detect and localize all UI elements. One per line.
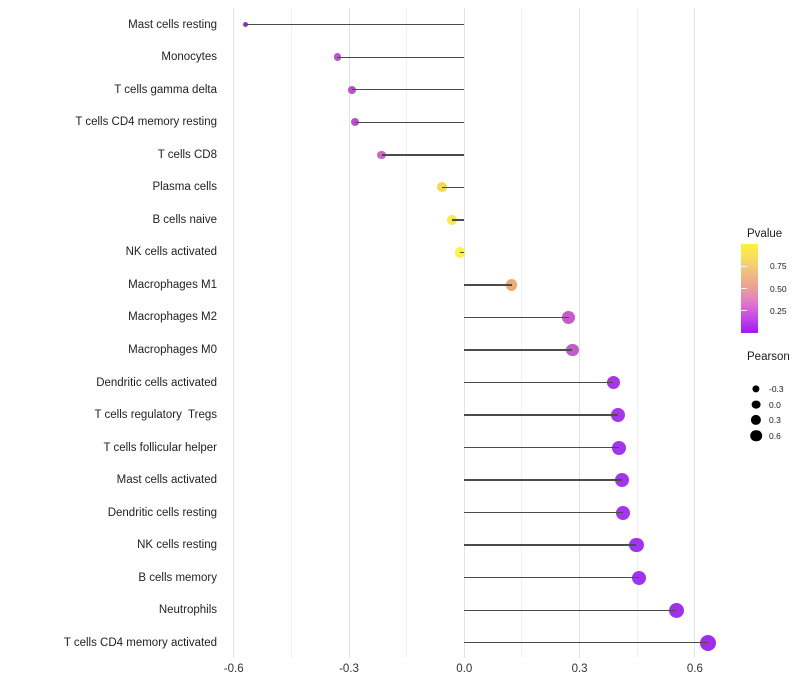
gridline-minor xyxy=(636,8,638,658)
category-label: Dendritic cells resting xyxy=(107,506,217,519)
category-label: Macrophages M1 xyxy=(128,278,217,291)
category-label: Dendritic cells activated xyxy=(96,376,217,389)
lollipop-stem xyxy=(459,251,465,254)
lollipop-dot xyxy=(631,570,647,585)
x-axis-tick-label: 0.6 xyxy=(686,663,703,675)
category-label: Neutrophils xyxy=(158,604,217,617)
gridline-major xyxy=(579,8,581,658)
lollipop-stem xyxy=(464,381,614,384)
lollipop-stem xyxy=(464,349,573,351)
gridline-minor xyxy=(521,8,523,658)
lollipop-dot xyxy=(668,602,685,618)
pearson-legend-dot xyxy=(751,400,761,409)
pearson-legend-label: -0.3 xyxy=(769,384,784,394)
pvalue-colorbar-tick xyxy=(741,310,747,312)
x-axis-tick-label: -0.3 xyxy=(339,663,359,675)
lollipop-dot xyxy=(606,375,621,390)
gridline-major xyxy=(233,8,235,658)
category-label: Macrophages M0 xyxy=(128,344,217,356)
gridline-minor xyxy=(290,8,292,658)
pearson-legend-label: 0.3 xyxy=(769,415,781,425)
pvalue-colorbar-tick-label: 0.75 xyxy=(770,261,787,272)
lollipop-stem xyxy=(464,642,709,644)
category-label: T cells regulatory Tregs xyxy=(94,409,217,422)
lollipop-dot xyxy=(700,634,717,651)
pvalue-colorbar-tick-label: 0.50 xyxy=(770,283,787,294)
lollipop-stem xyxy=(464,577,640,579)
pvalue-colorbar-tick xyxy=(741,265,747,267)
pearson-legend-dot xyxy=(750,429,762,442)
category-label: T cells CD4 memory resting xyxy=(75,116,217,129)
x-axis-tick-label: -0.6 xyxy=(223,663,244,675)
lollipop-dot xyxy=(377,150,386,160)
lollipop-stem xyxy=(464,316,569,319)
lollipop-dot xyxy=(615,473,630,488)
lollipop-stem xyxy=(381,154,465,156)
lollipop-stem xyxy=(464,446,620,449)
category-label: Monocytes xyxy=(161,51,217,64)
pearson-legend-label: 0.0 xyxy=(769,399,781,410)
gridline-minor xyxy=(406,8,408,658)
lollipop-dot xyxy=(348,85,356,94)
lollipop-stem xyxy=(464,479,623,481)
lollipop-dot xyxy=(333,53,342,61)
pearson-legend: Pearson -0.3 0.0 0.3 0.6 xyxy=(747,351,800,442)
lollipop-stem xyxy=(464,414,619,416)
gridline-major xyxy=(694,8,696,658)
lollipop-stem xyxy=(464,511,624,514)
gridline-major xyxy=(463,8,465,658)
pearson-legend-title: Pearson xyxy=(747,351,790,363)
pvalue-legend-title: Pvalue xyxy=(747,228,783,240)
pvalue-colorbar-tick-label: 0.25 xyxy=(770,305,787,316)
category-label: Mast cells activated xyxy=(116,474,217,487)
category-label: T cells CD8 xyxy=(157,148,217,161)
lollipop-stem xyxy=(464,544,637,546)
lollipop-dot xyxy=(612,440,627,455)
category-label: T cells CD4 memory activated xyxy=(63,636,217,649)
category-label: NK cells activated xyxy=(125,246,217,259)
category-label: B cells memory xyxy=(138,571,217,584)
lollipop-stem xyxy=(464,609,677,611)
category-label: B cells naive xyxy=(152,213,217,226)
category-label: NK cells resting xyxy=(137,539,217,552)
pvalue-legend: Pvalue 0.75 0.50 0.25 xyxy=(741,228,800,333)
pvalue-colorbar: 0.75 0.50 0.25 xyxy=(741,244,787,333)
lollipop-stem xyxy=(337,56,465,58)
pearson-legend-dot xyxy=(750,414,762,426)
x-axis-tick-label: 0.0 xyxy=(456,663,473,675)
category-label: Macrophages M2 xyxy=(128,311,217,324)
category-label: T cells gamma delta xyxy=(114,83,217,96)
lollipop-dot xyxy=(436,182,447,193)
lollipop-stem xyxy=(451,219,465,221)
lollipop-stem xyxy=(354,121,465,123)
lollipop-stem xyxy=(464,284,512,286)
gridline-major xyxy=(348,8,350,658)
lollipop-dot xyxy=(454,247,465,258)
lollipop-stem xyxy=(245,24,465,26)
x-axis-tick-label: 0.3 xyxy=(571,663,588,675)
pearson-legend-dot xyxy=(752,385,760,393)
lollipop-stem xyxy=(352,89,465,91)
pvalue-colorbar-tick xyxy=(741,288,747,289)
category-label: Plasma cells xyxy=(152,181,217,194)
lollipop-dot xyxy=(616,505,631,520)
category-label: Mast cells resting xyxy=(128,18,217,31)
category-label: T cells follicular helper xyxy=(103,441,217,454)
pearson-legend-label: 0.6 xyxy=(769,430,781,441)
lollipop-stem xyxy=(441,186,465,189)
lollipop-dot xyxy=(562,311,576,324)
